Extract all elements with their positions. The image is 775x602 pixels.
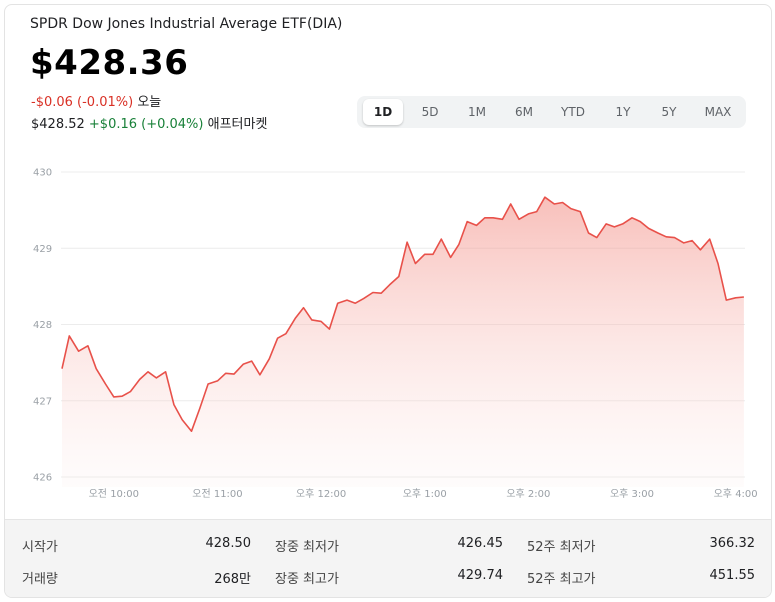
stat-open-value: 428.50 (205, 536, 252, 551)
x-tick-label: 오후 4:00 (714, 488, 758, 500)
stat-day-low-label: 장중 최저가 (275, 540, 339, 555)
after-market-label: 애프터마켓 (207, 117, 268, 132)
current-price: $428.36 (30, 43, 189, 83)
after-market-change: +$0.16 (+0.04%) (88, 117, 204, 132)
tab-ytd[interactable]: YTD (561, 105, 585, 119)
x-tick-label: 오후 3:00 (610, 488, 654, 500)
x-tick-label: 오전 10:00 (89, 488, 139, 500)
tab-1d[interactable]: 1D (363, 99, 403, 125)
y-tick-label: 427 (33, 396, 52, 407)
stat-52wk-high-label: 52주 최고가 (527, 572, 596, 587)
price-chart: 430 429 428 427 426 오전 10:00 오전 11:00 오후 12:00… (33, 168, 758, 501)
stat-open-label: 시작가 (22, 540, 58, 555)
range-tab-bar: 1D 5D 1M 6M YTD 1Y 5Y MAX (357, 96, 746, 128)
y-tick-label: 426 (33, 473, 52, 484)
y-tick-label: 430 (33, 168, 52, 179)
today-change: -$0.06 (-0.01%) (31, 95, 134, 110)
x-tick-label: 오전 11:00 (192, 488, 242, 500)
tab-5d[interactable]: 5D (421, 105, 439, 119)
price-area (62, 197, 744, 487)
x-tick-label: 오후 12:00 (296, 488, 346, 500)
today-label: 오늘 (137, 95, 162, 110)
tab-1y[interactable]: 1Y (615, 105, 631, 119)
x-tick-label: 오후 2:00 (506, 488, 550, 500)
stat-52wk-low-label: 52주 최저가 (527, 540, 596, 555)
y-axis-ticks: 430 429 428 427 426 (33, 168, 52, 484)
stat-52wk-high-value: 451.55 (709, 568, 756, 583)
stat-day-high-value: 429.74 (457, 568, 504, 583)
x-tick-label: 오후 1:00 (403, 488, 447, 500)
y-tick-label: 429 (33, 244, 52, 255)
stats-panel: 시작가 428.50 거래량 268만 장중 최저가 426.45 장중 최고가… (5, 519, 771, 597)
price-line (61, 196, 744, 432)
stock-title: SPDR Dow Jones Industrial Average ETF(DI… (30, 16, 343, 32)
after-market-price: $428.52 (31, 117, 85, 132)
tab-1m[interactable]: 1M (468, 105, 486, 119)
tab-6m[interactable]: 6M (515, 105, 533, 119)
stat-52wk-low-value: 366.32 (709, 536, 756, 551)
stock-card: SPDR Dow Jones Industrial Average ETF(DI… (4, 4, 772, 598)
stat-day-high-label: 장중 최고가 (275, 572, 339, 587)
tab-max[interactable]: MAX (704, 105, 732, 119)
x-axis-ticks: 오전 10:00 오전 11:00 오후 12:00 오후 1:00 오후 2:00 오후… (89, 488, 758, 500)
y-tick-label: 428 (33, 320, 52, 331)
tab-5y[interactable]: 5Y (661, 105, 677, 119)
stat-volume-value: 268만 (214, 572, 251, 587)
after-market-row: $428.52 +$0.16 (+0.04%) 애프터마켓 (31, 113, 267, 132)
today-change-row: -$0.06 (-0.01%) 오늘 (31, 91, 161, 110)
stat-volume-label: 거래량 (22, 572, 58, 587)
stat-day-low-value: 426.45 (457, 536, 504, 551)
